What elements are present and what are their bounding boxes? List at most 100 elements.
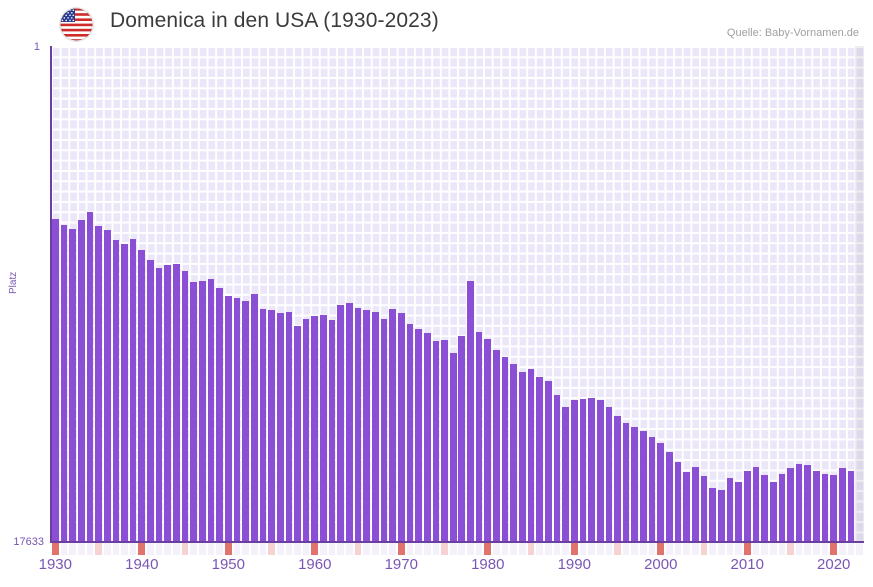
bar[interactable] <box>77 220 85 542</box>
bar[interactable] <box>389 309 396 542</box>
x-axis-tick <box>510 543 518 555</box>
bar[interactable] <box>674 462 682 542</box>
bar[interactable] <box>86 211 94 542</box>
bar[interactable] <box>423 332 431 542</box>
bar[interactable] <box>320 314 327 542</box>
bar[interactable] <box>302 318 310 542</box>
bar[interactable] <box>519 372 526 542</box>
bar[interactable] <box>363 310 370 542</box>
bar[interactable] <box>700 476 708 542</box>
bar[interactable] <box>527 369 535 542</box>
bar[interactable] <box>821 473 829 542</box>
bar[interactable] <box>458 335 466 542</box>
bar[interactable] <box>346 303 353 542</box>
bar[interactable] <box>501 356 509 542</box>
bar[interactable] <box>406 324 414 542</box>
bar[interactable] <box>622 422 630 542</box>
bar[interactable] <box>614 415 621 542</box>
bar[interactable] <box>839 467 846 542</box>
bar[interactable] <box>579 399 587 542</box>
bar[interactable] <box>51 218 59 542</box>
bar[interactable] <box>562 407 569 542</box>
bar[interactable] <box>285 311 293 542</box>
x-axis-tick <box>527 543 535 555</box>
bar[interactable] <box>804 465 812 542</box>
bar[interactable] <box>735 482 742 542</box>
bar[interactable] <box>242 300 249 542</box>
bar[interactable] <box>173 264 180 542</box>
x-axis-tick <box>276 543 284 555</box>
bar[interactable] <box>657 442 665 542</box>
bar[interactable] <box>112 240 120 542</box>
bar[interactable] <box>294 325 301 542</box>
bar[interactable] <box>709 487 716 542</box>
bar[interactable] <box>337 304 345 542</box>
bar[interactable] <box>224 296 232 542</box>
bar[interactable] <box>553 394 561 542</box>
bar[interactable] <box>397 313 405 542</box>
bar[interactable] <box>216 287 223 542</box>
bar[interactable] <box>795 463 803 542</box>
bar[interactable] <box>380 318 388 542</box>
bar[interactable] <box>692 466 699 542</box>
bar[interactable] <box>207 279 215 542</box>
bar[interactable] <box>138 249 146 542</box>
bar[interactable] <box>354 307 362 542</box>
bar[interactable] <box>441 339 448 542</box>
bar[interactable] <box>484 338 492 542</box>
bar[interactable] <box>449 352 457 542</box>
bar[interactable] <box>95 226 102 542</box>
bar[interactable] <box>648 437 656 542</box>
bar[interactable] <box>596 400 604 542</box>
bar[interactable] <box>830 474 838 542</box>
bar[interactable] <box>536 376 543 542</box>
bar[interactable] <box>372 311 379 542</box>
bar[interactable] <box>683 472 691 542</box>
bar[interactable] <box>268 310 275 542</box>
bar[interactable] <box>276 313 284 542</box>
bar[interactable] <box>761 474 768 542</box>
bar[interactable] <box>813 470 820 542</box>
bar[interactable] <box>467 280 474 542</box>
bar[interactable] <box>147 259 154 542</box>
bar[interactable] <box>311 316 319 542</box>
bar[interactable] <box>60 224 68 542</box>
bar[interactable] <box>778 473 786 542</box>
bar[interactable] <box>475 331 483 542</box>
x-axis-tick <box>449 543 457 555</box>
bar[interactable] <box>631 427 639 542</box>
bar[interactable] <box>199 280 206 542</box>
bar[interactable] <box>155 268 163 542</box>
bar[interactable] <box>588 397 595 542</box>
bar[interactable] <box>510 363 518 542</box>
bar[interactable] <box>164 265 172 542</box>
bar[interactable] <box>717 490 725 542</box>
bar[interactable] <box>415 328 422 542</box>
bar[interactable] <box>493 349 500 542</box>
bar[interactable] <box>605 407 613 542</box>
bar[interactable] <box>743 470 751 542</box>
bar[interactable] <box>181 271 189 542</box>
bar[interactable] <box>328 320 336 542</box>
bar[interactable] <box>544 380 552 542</box>
bar[interactable] <box>190 282 198 542</box>
bar[interactable] <box>640 431 647 542</box>
bar[interactable] <box>233 297 241 542</box>
bar[interactable] <box>121 244 128 542</box>
bar[interactable] <box>726 477 734 542</box>
bar[interactable] <box>787 467 794 542</box>
bar[interactable] <box>570 400 578 542</box>
bar[interactable] <box>250 293 258 542</box>
x-axis-tick <box>743 543 751 555</box>
bar[interactable] <box>752 466 760 542</box>
bar[interactable] <box>129 238 137 542</box>
bar[interactable] <box>847 470 855 542</box>
bar[interactable] <box>259 309 267 542</box>
bar[interactable] <box>69 228 76 542</box>
x-axis-tick <box>441 543 448 555</box>
bar[interactable] <box>432 341 440 542</box>
bar[interactable] <box>103 230 111 542</box>
x-axis-tick <box>250 543 258 555</box>
bar[interactable] <box>666 452 673 542</box>
bar[interactable] <box>769 482 777 542</box>
